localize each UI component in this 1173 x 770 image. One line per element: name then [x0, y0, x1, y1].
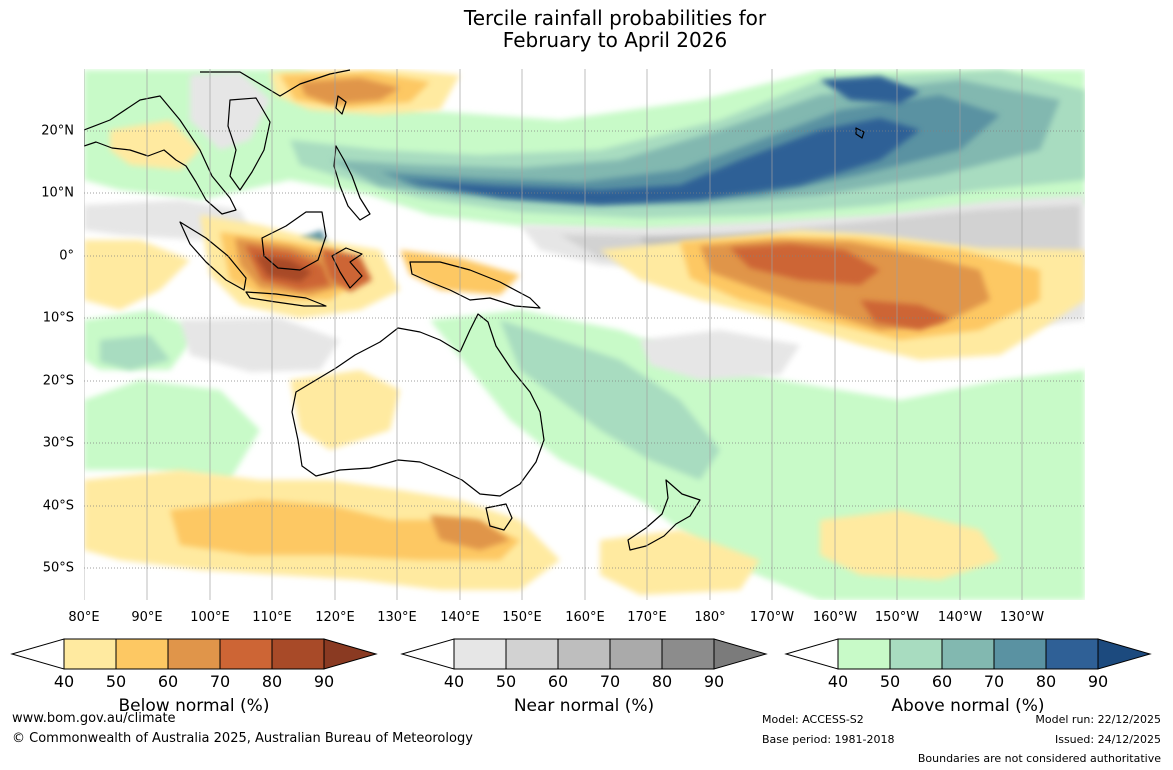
- rainfall-probability-map: [84, 69, 1085, 600]
- above-tick-label: 70: [983, 672, 1005, 691]
- lat-label: 20°S: [42, 373, 74, 389]
- colorbar-swatch: [453, 638, 507, 670]
- graticule: [84, 130, 1085, 569]
- tasmania-coastline: [485, 503, 513, 531]
- issued-date: Issued: 24/12/2025: [1054, 733, 1161, 746]
- australia-coastline: [291, 313, 545, 497]
- lon-label: 100°E: [190, 610, 230, 625]
- colorbar-over-arrow: [713, 638, 768, 670]
- colorbar-swatch: [1045, 638, 1099, 670]
- colorbar-swatch: [115, 638, 169, 670]
- new-guinea-coastline: [409, 261, 541, 309]
- lon-label: 90°E: [131, 610, 163, 625]
- below-normal-colorbar-swatches: [10, 638, 378, 670]
- colorbar-swatch: [271, 638, 325, 670]
- colorbar-swatch: [609, 638, 663, 670]
- colorbar-swatch: [941, 638, 995, 670]
- above-tick-label: 40: [827, 672, 849, 691]
- colorbar-over-arrow: [1097, 638, 1152, 670]
- colorbar-under-arrow: [400, 638, 455, 670]
- colorbar-swatch: [837, 638, 891, 670]
- above-tick-label: 60: [931, 672, 953, 691]
- model-run-date: Model run: 22/12/2025: [1035, 713, 1161, 726]
- lon-label: 140°W: [937, 610, 983, 625]
- near-tick-label: 90: [703, 672, 725, 691]
- lon-label: 170°E: [627, 610, 667, 625]
- above-tick-label: 50: [879, 672, 901, 691]
- borneo-coastline: [261, 211, 327, 271]
- lon-label: 120°E: [315, 610, 355, 625]
- lat-label: 40°S: [42, 498, 74, 514]
- colorbar-under-arrow: [10, 638, 65, 670]
- colorbar-swatch: [219, 638, 273, 670]
- near-tick-label: 70: [599, 672, 621, 691]
- lat-label: 30°S: [42, 435, 74, 451]
- below-tick-label: 50: [105, 672, 127, 691]
- lon-label: 140°E: [440, 610, 480, 625]
- taiwan-coastline: [335, 95, 347, 115]
- philippines-coastline: [333, 145, 371, 221]
- colorbar-over-arrow: [323, 638, 378, 670]
- lon-label: 130°W: [999, 610, 1045, 625]
- lon-label: 150°E: [502, 610, 542, 625]
- colorbar-swatch: [661, 638, 715, 670]
- lat-label: 10°N: [41, 185, 74, 201]
- colorbar-swatch: [557, 638, 611, 670]
- colorbar-swatch: [63, 638, 117, 670]
- lon-label: 160°W: [812, 610, 858, 625]
- base-period: Base period: 1981-2018: [762, 733, 895, 746]
- lon-label: 80°E: [68, 610, 100, 625]
- lon-label: 150°W: [874, 610, 920, 625]
- sulawesi-coastline: [331, 247, 363, 289]
- below-normal-regions: [84, 70, 1085, 595]
- china-coastline: [200, 69, 351, 97]
- copyright-text: © Commonwealth of Australia 2025, Austra…: [12, 731, 473, 746]
- near-tick-label: 60: [547, 672, 569, 691]
- above-normal-title: Above normal (%): [891, 696, 1045, 716]
- model-name: Model: ACCESS-S2: [762, 713, 864, 726]
- lat-label: 20°N: [41, 123, 74, 139]
- below-normal-title: Below normal (%): [118, 696, 270, 716]
- boundary-disclaimer: Boundaries are not considered authoritat…: [917, 752, 1161, 765]
- lon-label: 130°E: [377, 610, 417, 625]
- lat-label: 50°S: [42, 560, 74, 576]
- above-tick-label: 80: [1035, 672, 1057, 691]
- map-title-line2: February to April 2026: [502, 28, 728, 52]
- above-tick-label: 90: [1087, 672, 1109, 691]
- below-tick-label: 40: [53, 672, 75, 691]
- lon-label: 110°E: [252, 610, 292, 625]
- near-tick-label: 50: [495, 672, 517, 691]
- lat-label: 0°: [59, 248, 74, 264]
- map-title-line1: Tercile rainfall probabilities for: [463, 6, 767, 30]
- colorbar-swatch: [167, 638, 221, 670]
- near-tick-label: 40: [443, 672, 465, 691]
- new-zealand-coastline: [627, 479, 701, 551]
- colorbar-swatch: [993, 638, 1047, 670]
- above-normal-colorbar-swatches: [784, 638, 1152, 670]
- below-tick-label: 60: [157, 672, 179, 691]
- java-coastline: [245, 291, 327, 307]
- lon-label: 160°E: [565, 610, 605, 625]
- lon-label: 180°: [694, 610, 726, 625]
- colorbar-swatch: [505, 638, 559, 670]
- lon-label: 170°W: [749, 610, 795, 625]
- colorbar-swatch: [889, 638, 943, 670]
- near-normal-title: Near normal (%): [513, 696, 655, 716]
- below-tick-label: 70: [209, 672, 231, 691]
- website-link[interactable]: www.bom.gov.au/climate: [12, 711, 176, 726]
- coastlines: [84, 69, 865, 551]
- lat-label: 10°S: [42, 310, 74, 326]
- near-tick-label: 80: [651, 672, 673, 691]
- indochina-coastline: [227, 97, 271, 191]
- meridians: [84, 69, 1023, 600]
- near-normal-colorbar-swatches: [400, 638, 768, 670]
- below-tick-label: 80: [261, 672, 283, 691]
- sumatra-coastline: [179, 221, 247, 291]
- below-tick-label: 90: [313, 672, 335, 691]
- colorbar-under-arrow: [784, 638, 839, 670]
- se-asia-coastline: [84, 95, 237, 215]
